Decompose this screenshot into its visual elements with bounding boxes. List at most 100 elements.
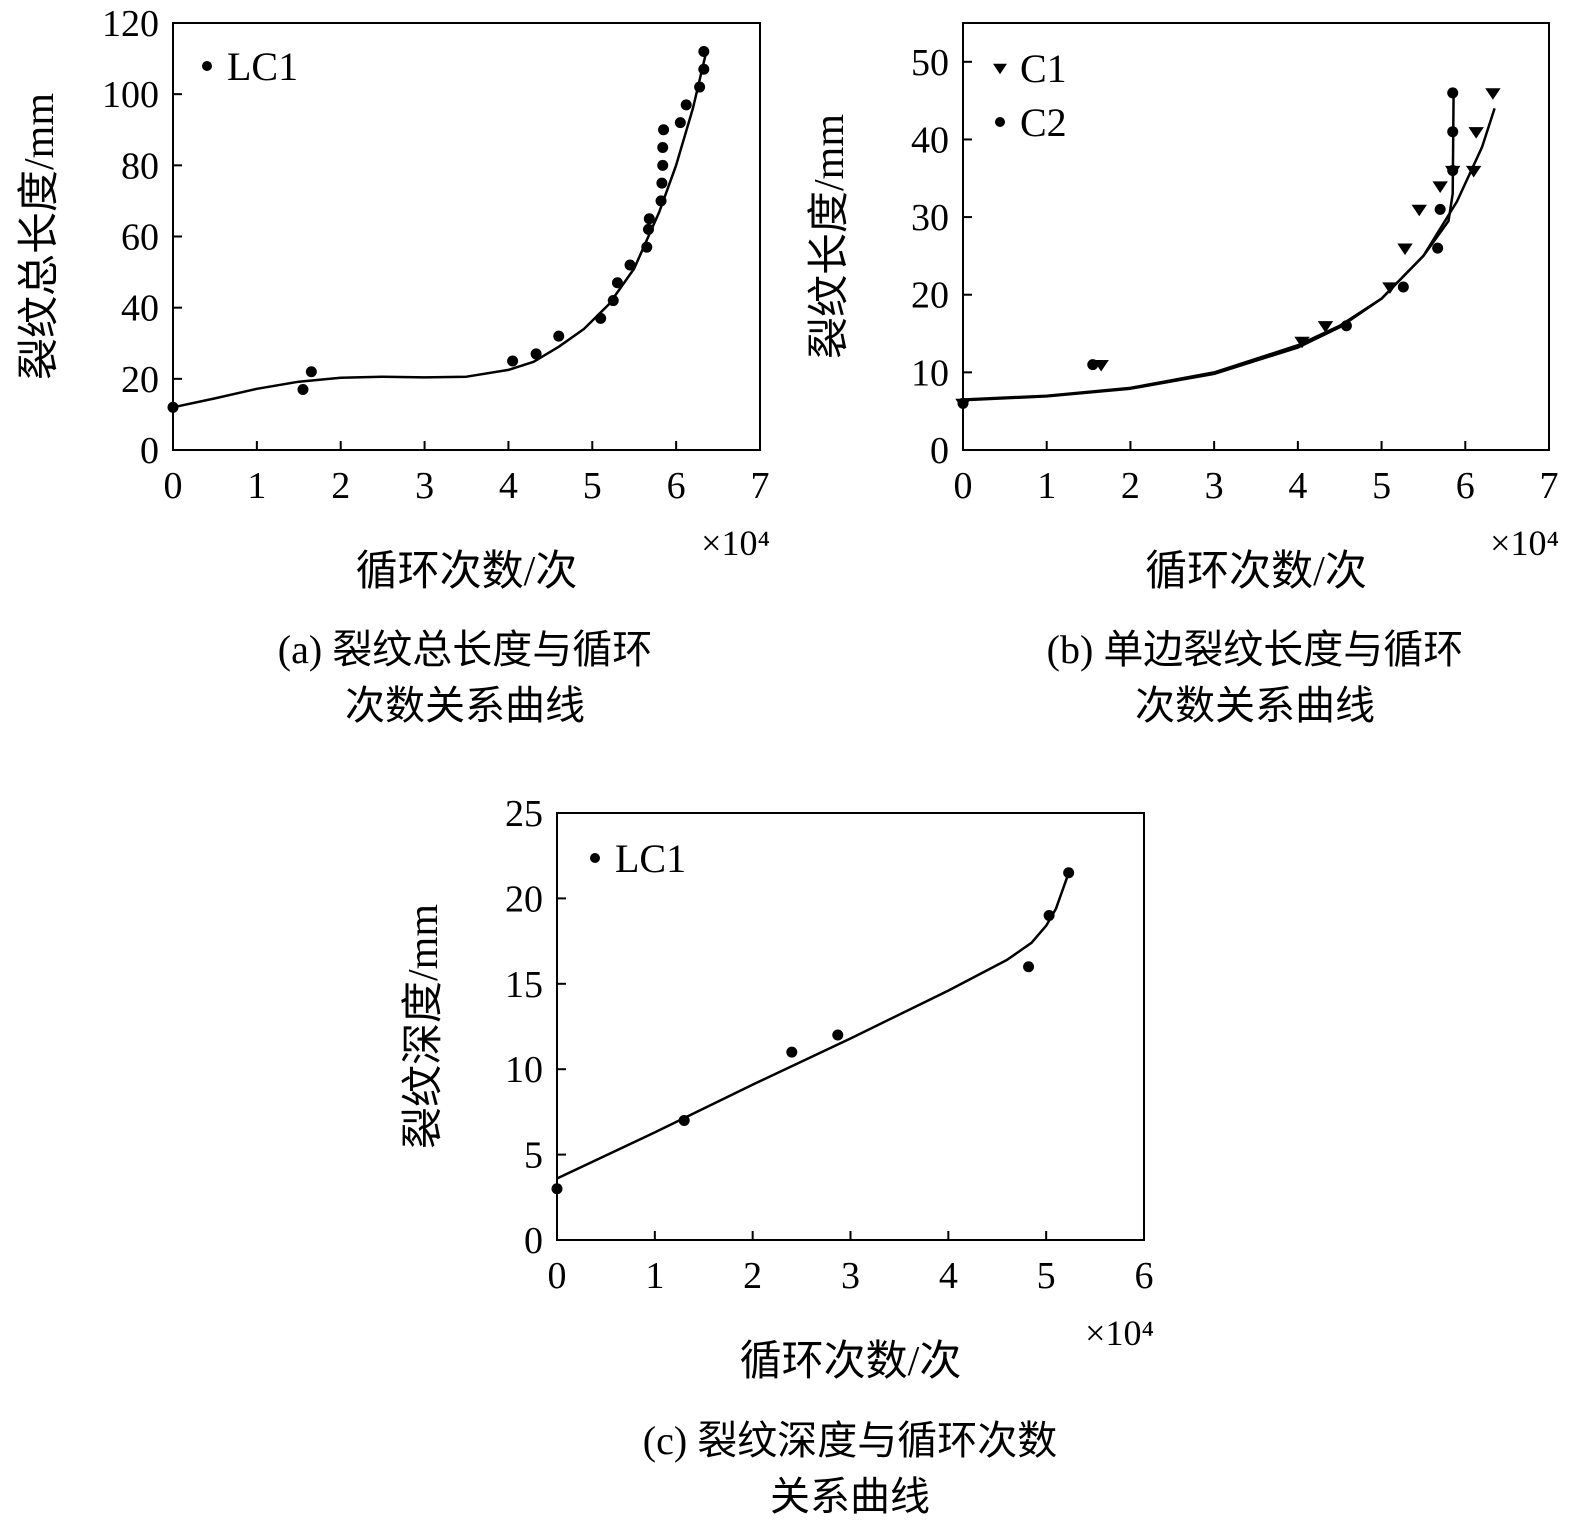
- y-tick-label: 60: [121, 217, 159, 259]
- y-axis-label: 裂纹总长度/mm: [17, 93, 63, 380]
- data-point-C2: [957, 397, 969, 409]
- data-point-LC1: [507, 355, 519, 367]
- data-point-C1: [1294, 336, 1310, 349]
- legend-label-LC1: LC1: [227, 44, 298, 89]
- y-tick-label: 120: [102, 3, 159, 45]
- fit-curve-1: [172, 54, 707, 409]
- data-point-LC1: [641, 241, 653, 253]
- data-point-LC1: [297, 384, 309, 396]
- legend-marker-LC1: [202, 61, 212, 71]
- x-multiplier: ×10⁴: [701, 523, 770, 563]
- data-point-C2: [1432, 242, 1444, 254]
- caption-c-line2: 关系曲线: [770, 1474, 930, 1519]
- y-tick-label: 30: [911, 197, 949, 239]
- data-point-C2: [1447, 165, 1459, 177]
- data-point-LC1: [553, 330, 565, 342]
- data-point-LC1: [551, 1183, 563, 1195]
- chart-c: 0 1 2 3 4 5 6 0 5 10 15 20 25 ×10⁴ 循环次数/次 裂纹深度/mm LC1: [401, 793, 1154, 1385]
- y-tick-label: 40: [121, 288, 159, 330]
- x-tick-label: 7: [1540, 465, 1559, 507]
- legend-marker-C1: [993, 63, 1007, 75]
- data-point-LC1: [642, 223, 654, 235]
- data-point-C2: [1340, 320, 1352, 332]
- y-tick-label: 5: [524, 1135, 543, 1177]
- chart-b: 0 1 2 3 4 5 6 7 0 10 20 30 40 50 ×10⁴ 循环次数/次 裂纹长度/mm C1 C2: [807, 22, 1559, 595]
- x-tick-label: 3: [841, 1255, 860, 1297]
- x-tick-label: 3: [1205, 465, 1224, 507]
- x-tick-label: 7: [751, 465, 770, 507]
- x-tick-label: 5: [1372, 465, 1391, 507]
- data-point-LC1: [674, 117, 686, 129]
- chart-a: 0 1 2 3 4 5 6 7 0 20 40 60 80 100 120 ×10⁴ 循环次数/次 裂纹总长度/m…: [17, 3, 770, 595]
- x-tick-label: 0: [954, 465, 973, 507]
- x-tick-label: 6: [1456, 465, 1475, 507]
- data-point-LC1: [698, 63, 710, 75]
- data-point-LC1: [643, 213, 655, 225]
- y-tick-label: 10: [505, 1049, 543, 1091]
- data-point-LC1: [832, 1029, 844, 1041]
- caption-a-line1: (a) 裂纹总长度与循环: [277, 627, 653, 672]
- data-point-LC1: [657, 159, 669, 171]
- x-tick-label: 1: [1037, 465, 1056, 507]
- data-point-C1: [1382, 282, 1398, 294]
- caption-c: (c) 裂纹深度与循环次数 关系曲线: [550, 1413, 1150, 1525]
- y-tick-label: 20: [505, 878, 543, 920]
- x-tick-label: 5: [1037, 1255, 1056, 1297]
- x-tick-label: 4: [1288, 465, 1307, 507]
- fit-curve-1: [556, 872, 1070, 1180]
- caption-b-line2: 次数关系曲线: [1135, 683, 1375, 728]
- caption-c-line1: (c) 裂纹深度与循环次数: [642, 1418, 1058, 1463]
- y-tick-label: 40: [911, 119, 949, 161]
- y-tick-label: 20: [911, 275, 949, 317]
- x-axis-label: 循环次数/次: [356, 549, 578, 595]
- x-tick-label: 0: [164, 465, 183, 507]
- caption-b-line1: (b) 单边裂纹长度与循环: [1046, 627, 1464, 672]
- x-tick-label: 2: [743, 1255, 762, 1297]
- y-tick-label: 80: [121, 145, 159, 187]
- data-point-LC1: [607, 295, 619, 307]
- caption-b: (b) 单边裂纹长度与循环 次数关系曲线: [955, 622, 1555, 734]
- x-tick-label: 6: [1135, 1255, 1154, 1297]
- y-axis-label: 裂纹长度/mm: [807, 114, 853, 359]
- data-point-LC1: [698, 45, 710, 57]
- data-point-LC1: [655, 195, 667, 207]
- x-tick-label: 1: [645, 1255, 664, 1297]
- data-point-C2: [1434, 203, 1446, 215]
- caption-a: (a) 裂纹总长度与循环 次数关系曲线: [165, 622, 765, 734]
- data-point-LC1: [595, 312, 607, 324]
- data-point-C2: [1087, 359, 1099, 371]
- data-point-C1: [1317, 321, 1334, 333]
- data-point-C1: [1432, 181, 1448, 193]
- legend-marker-LC1: [590, 853, 600, 863]
- data-point-LC1: [657, 142, 669, 154]
- x-tick-label: 5: [583, 465, 602, 507]
- data-point-C1: [1468, 127, 1484, 139]
- data-point-LC1: [658, 124, 670, 136]
- y-tick-label: 0: [140, 430, 159, 472]
- y-tick-label: 0: [930, 430, 949, 472]
- y-axis-label: 裂纹深度/mm: [401, 904, 447, 1149]
- data-point-LC1: [678, 1114, 690, 1126]
- data-point-LC1: [530, 348, 542, 360]
- y-tick-label: 15: [505, 964, 543, 1006]
- data-point-C1: [1485, 88, 1501, 100]
- data-point-LC1: [656, 177, 668, 189]
- x-axis-label: 循环次数/次: [740, 1339, 962, 1385]
- x-tick-label: 4: [499, 465, 518, 507]
- data-point-C2: [1397, 281, 1409, 293]
- legend-label-C2: C2: [1020, 100, 1067, 145]
- y-tick-label: 10: [911, 352, 949, 394]
- y-tick-label: 100: [102, 74, 159, 116]
- y-tick-label: 20: [121, 359, 159, 401]
- x-tick-label: 2: [331, 465, 350, 507]
- data-point-LC1: [680, 99, 692, 111]
- x-tick-label: 1: [247, 465, 266, 507]
- x-multiplier: ×10⁴: [1490, 523, 1559, 563]
- legend-label-C1: C1: [1020, 46, 1067, 91]
- fit-curve-2: [962, 108, 1496, 402]
- data-point-LC1: [1043, 909, 1055, 921]
- plot-frame: [962, 22, 1550, 451]
- data-point-C1: [1397, 243, 1413, 256]
- x-tick-label: 0: [548, 1255, 567, 1297]
